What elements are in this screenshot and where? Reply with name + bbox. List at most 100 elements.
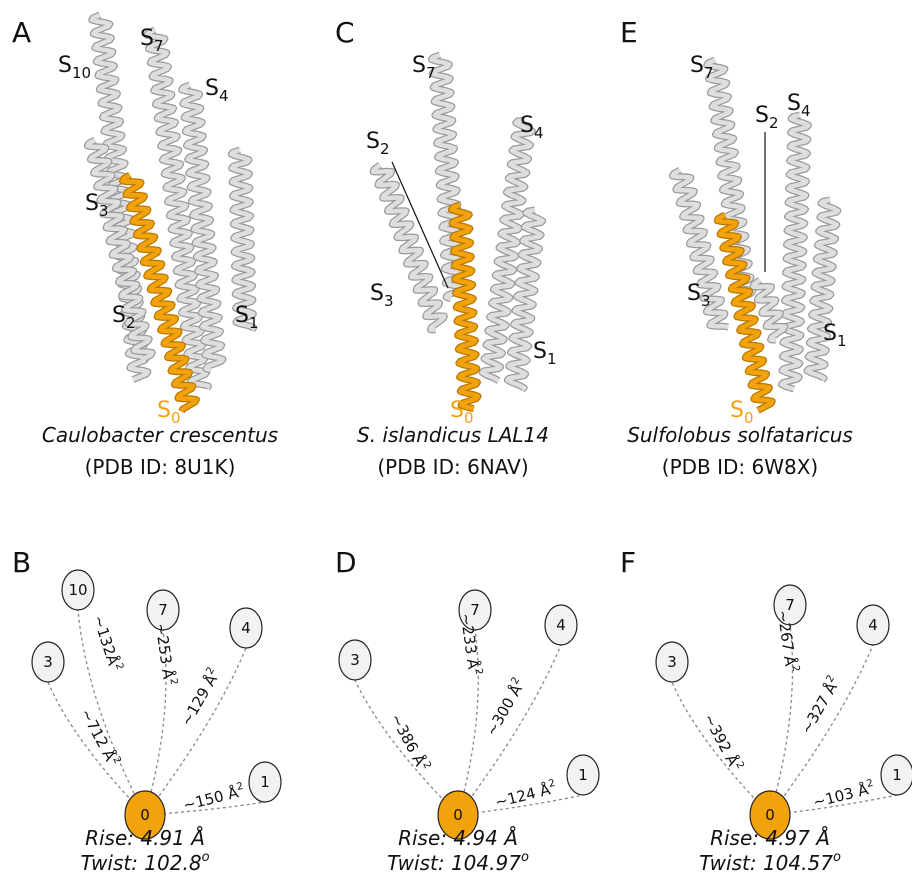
helix-label-sub: 2 xyxy=(769,114,779,132)
node-label: 1 xyxy=(260,773,270,791)
helix-label-base: S xyxy=(366,129,380,154)
area-sup: 2 xyxy=(472,668,484,676)
area-sup: 2 xyxy=(866,778,875,790)
helix-label-base: S xyxy=(205,76,219,101)
figure: AS7S10S4S3S2S1S0Caulobacter crescentus(P… xyxy=(0,0,912,876)
twist-sup: o xyxy=(202,850,210,865)
helix-label-sub: 3 xyxy=(384,292,394,310)
helix-label-sub: 1 xyxy=(249,314,259,332)
helix-label-base: S xyxy=(412,53,426,78)
helix-label-base: S xyxy=(85,191,99,216)
helix-label-sub: 1 xyxy=(837,332,847,350)
helix-label-sub: 4 xyxy=(534,124,544,142)
helix-label: S10 xyxy=(58,53,91,82)
helix-label-sub: 10 xyxy=(72,64,91,82)
helix xyxy=(807,200,838,380)
area-value: ~103 Å xyxy=(811,779,871,811)
area-sup: 2 xyxy=(548,778,557,790)
node-label: 10 xyxy=(68,581,87,599)
helix-label-sub: 2 xyxy=(126,314,136,332)
rise: Rise: 4.94 Å xyxy=(398,826,518,850)
species-name: Caulobacter crescentus xyxy=(42,423,278,447)
rise: Rise: 4.91 Å xyxy=(85,826,205,850)
helix-label: S4 xyxy=(520,113,544,142)
helix-label-base: S xyxy=(520,113,534,138)
node-label: 4 xyxy=(241,619,251,637)
helix-label-base: S xyxy=(690,53,704,78)
helix-label-base: S xyxy=(140,26,154,51)
panel-letter: F xyxy=(620,546,636,579)
center-label: 0 xyxy=(453,806,463,824)
twist-value: Twist: 104.97 xyxy=(387,851,521,875)
node-label: 3 xyxy=(43,653,53,671)
area-label: ~392 Å2 xyxy=(700,710,746,774)
helix-label: S1 xyxy=(823,321,847,350)
helix-label-sub: 7 xyxy=(154,37,164,55)
helix-label-sub: 4 xyxy=(219,87,229,105)
helix-label-sub: 4 xyxy=(801,102,811,120)
species-name: Sulfolobus solfataricus xyxy=(627,423,853,447)
area-sup: 2 xyxy=(236,781,245,793)
helix-label: S3 xyxy=(370,281,394,310)
area-label: ~327 Å2 xyxy=(796,673,844,737)
area-label: ~712 Å2 xyxy=(77,705,123,769)
helix-label: S2 xyxy=(755,103,779,132)
area-value: ~132Å xyxy=(89,613,123,669)
area-value: ~712 Å xyxy=(77,705,121,764)
twist-sup: o xyxy=(521,850,529,865)
helix-label-base: S xyxy=(157,398,171,423)
helix-label-base: S xyxy=(533,339,547,364)
node-label: 1 xyxy=(892,766,902,784)
panel-letter: C xyxy=(335,16,355,49)
helix-label-sub: 3 xyxy=(99,202,109,220)
node-label: 7 xyxy=(158,601,168,619)
area-label: ~253 Å2 xyxy=(152,622,180,687)
helix-label-sub: 3 xyxy=(701,292,711,310)
pdb-id: (PDB ID: 8U1K) xyxy=(85,455,236,479)
twist-value: Twist: 102.8 xyxy=(80,851,201,875)
helix-label-base: S xyxy=(450,398,464,423)
node-label: 4 xyxy=(868,616,878,634)
twist-value: Twist: 104.57 xyxy=(699,851,833,875)
species-name: S. islandicus LAL14 xyxy=(357,423,549,447)
area-sup: 2 xyxy=(167,678,179,686)
helix-label-base: S xyxy=(370,281,384,306)
twist-sup: o xyxy=(833,850,841,865)
area-value: ~124 Å xyxy=(493,779,553,811)
twist: Twist: 102.8o xyxy=(80,850,209,875)
helix-label: S4 xyxy=(205,76,229,105)
helix-label-base: S xyxy=(787,91,801,116)
area-value: ~327 Å xyxy=(796,678,841,737)
pdb-id: (PDB ID: 6W8X) xyxy=(662,455,818,479)
area-label: ~300 Å2 xyxy=(481,675,529,739)
helix-label-base: S xyxy=(58,53,72,78)
helix-label-sub: 7 xyxy=(426,64,436,82)
center-label: 0 xyxy=(765,806,775,824)
helix-label: S1 xyxy=(235,303,259,332)
node-label: 3 xyxy=(350,651,360,669)
helix-label: S7 xyxy=(690,53,714,82)
area-value: ~253 Å xyxy=(152,622,179,681)
node-label: 4 xyxy=(556,616,566,634)
helix-label: S4 xyxy=(787,91,811,120)
area-label: ~132Å2 xyxy=(89,613,125,674)
helix-label: S2 xyxy=(366,129,390,158)
twist: Twist: 104.97o xyxy=(387,850,529,875)
node-label: 3 xyxy=(667,653,677,671)
helix-label-sub: 1 xyxy=(547,350,557,368)
area-value: ~129 Å xyxy=(176,670,221,729)
helix-label-base: S xyxy=(687,281,701,306)
helix-label-base: S xyxy=(823,321,837,346)
helix-label-base: S xyxy=(112,303,126,328)
panel-letter: E xyxy=(620,16,638,49)
panel-letter: D xyxy=(335,546,357,579)
node-label: 1 xyxy=(578,766,588,784)
helix-label-sub: 2 xyxy=(380,140,390,158)
twist: Twist: 104.57o xyxy=(699,850,841,875)
pdb-id: (PDB ID: 6NAV) xyxy=(377,455,528,479)
rise: Rise: 4.97 Å xyxy=(710,826,830,850)
helix-label-base: S xyxy=(235,303,249,328)
area-sup: 2 xyxy=(789,665,801,673)
helix-label-sub: 7 xyxy=(704,64,714,82)
panel-letter: A xyxy=(12,16,31,49)
